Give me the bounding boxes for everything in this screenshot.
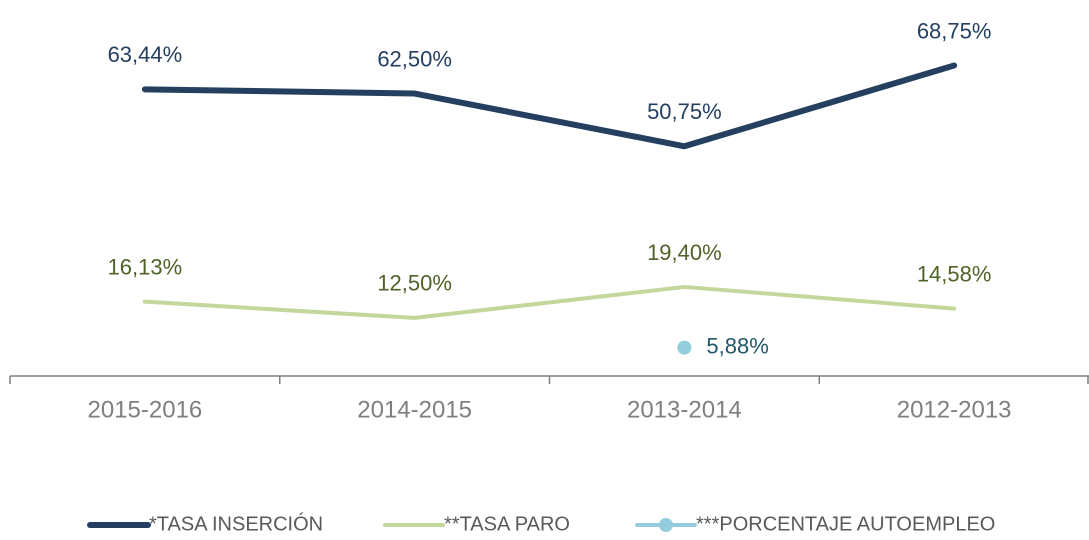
data-label: 62,50% bbox=[377, 46, 452, 71]
legend-marker bbox=[659, 518, 673, 532]
x-tick-label: 2015-2016 bbox=[87, 396, 202, 423]
data-label: 5,88% bbox=[706, 333, 768, 358]
legend-label: *TASA INSERCIÓN bbox=[149, 512, 323, 535]
x-tick-label: 2012-2013 bbox=[897, 396, 1012, 423]
x-tick-label: 2014-2015 bbox=[357, 396, 472, 423]
x-tick-label: 2013-2014 bbox=[627, 396, 742, 423]
series-line bbox=[142, 284, 957, 320]
data-label: 14,58% bbox=[917, 261, 992, 286]
point-marker bbox=[677, 340, 692, 355]
data-label: 50,75% bbox=[647, 99, 722, 124]
series-line bbox=[141, 62, 958, 150]
data-label: 19,40% bbox=[647, 240, 722, 265]
data-label: 68,75% bbox=[917, 18, 992, 43]
data-label: 16,13% bbox=[108, 254, 183, 279]
legend-label: **TASA PARO bbox=[444, 513, 570, 535]
legend-label: ***PORCENTAJE AUTOEMPLEO bbox=[696, 513, 995, 535]
data-label: 12,50% bbox=[377, 271, 452, 296]
data-label: 63,44% bbox=[108, 42, 183, 67]
